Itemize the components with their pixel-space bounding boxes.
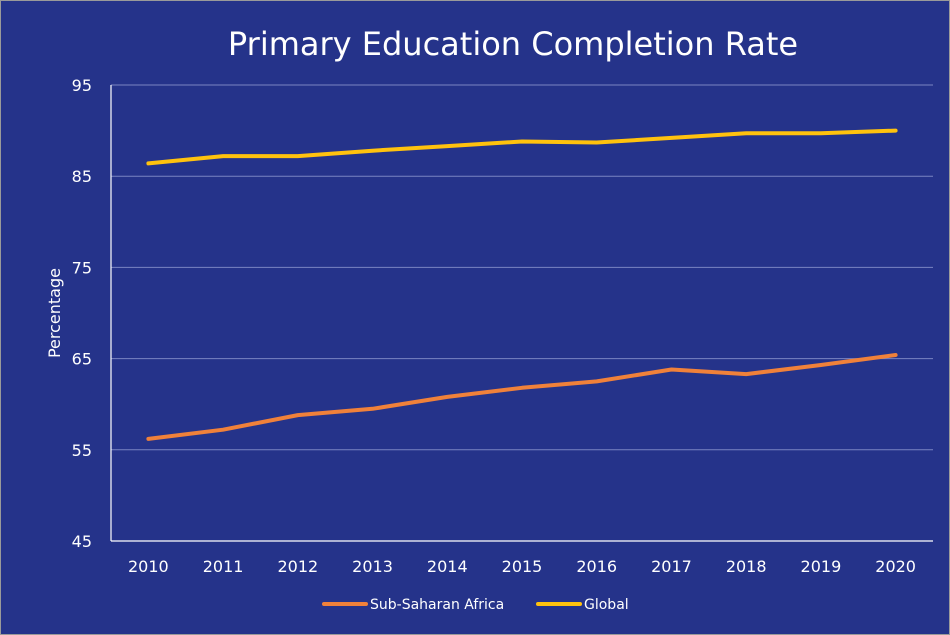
y-tick-label: 45 xyxy=(72,532,92,551)
x-tick-label: 2012 xyxy=(277,557,318,576)
x-tick-label: 2014 xyxy=(427,557,468,576)
y-tick-label: 95 xyxy=(72,76,92,95)
y-axis-label: Percentage xyxy=(45,268,64,358)
x-tick-label: 2015 xyxy=(502,557,543,576)
chart-title: Primary Education Completion Rate xyxy=(228,25,798,63)
x-tick-label: 2017 xyxy=(651,557,692,576)
legend-item: Sub-Saharan Africa xyxy=(322,597,504,613)
axes xyxy=(110,85,933,542)
x-tick-label: 2019 xyxy=(801,557,842,576)
y-tick-label: 75 xyxy=(72,258,92,277)
legend: Sub-Saharan Africa Global xyxy=(322,597,629,613)
legend-label: Global xyxy=(584,597,629,613)
x-tick-label: 2020 xyxy=(875,557,916,576)
series-line-global xyxy=(146,128,898,166)
legend-item: Global xyxy=(536,597,629,613)
x-tick-label: 2013 xyxy=(352,557,393,576)
legend-label: Sub-Saharan Africa xyxy=(370,597,504,613)
series-line-sub-saharan-africa xyxy=(146,353,898,441)
y-tick-label: 55 xyxy=(72,441,92,460)
gridlines xyxy=(111,84,933,451)
x-axis-ticks: 2010 2011 2012 2013 2014 2015 2016 2017 2018 2019… xyxy=(128,557,916,576)
x-tick-label: 2018 xyxy=(726,557,767,576)
series-lines xyxy=(146,128,898,441)
x-tick-label: 2010 xyxy=(128,557,169,576)
y-tick-label: 85 xyxy=(72,167,92,186)
y-tick-label: 65 xyxy=(72,350,92,369)
x-tick-label: 2011 xyxy=(203,557,244,576)
y-axis-ticks: 45 55 65 75 85 95 xyxy=(72,76,92,551)
x-tick-label: 2016 xyxy=(576,557,617,576)
